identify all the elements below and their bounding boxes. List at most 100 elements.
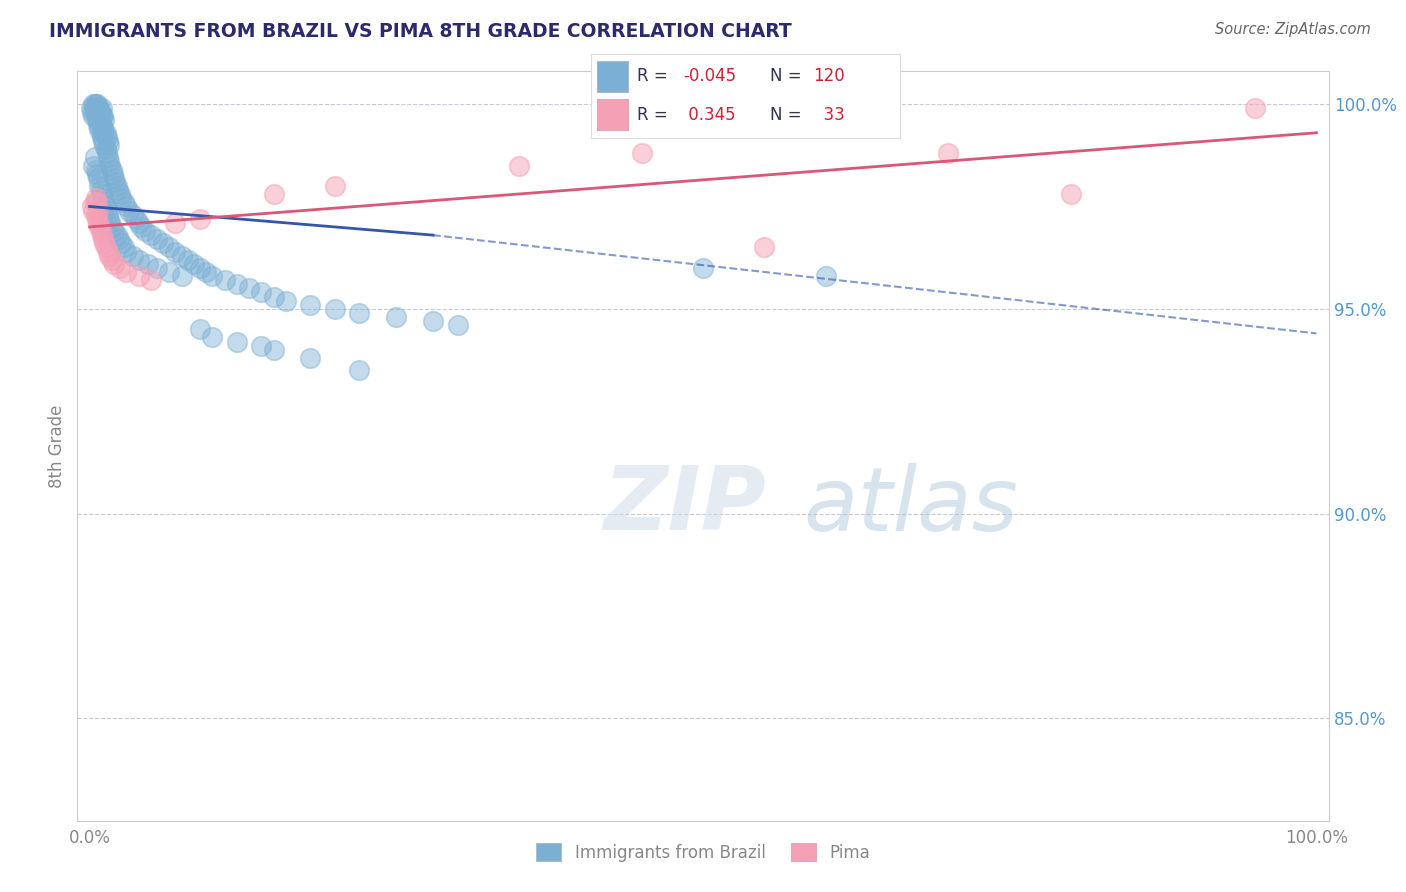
Point <box>754 240 776 254</box>
Point <box>84 162 107 177</box>
Point <box>96 146 118 161</box>
Point <box>89 219 111 234</box>
Point <box>87 203 110 218</box>
Point <box>112 195 135 210</box>
Point <box>129 219 152 234</box>
Point <box>128 252 150 267</box>
Point <box>814 269 837 284</box>
Point <box>274 293 297 308</box>
Point <box>170 249 193 263</box>
Point <box>177 252 200 267</box>
Point <box>299 298 322 312</box>
Point <box>225 334 247 349</box>
Point <box>86 105 108 120</box>
Point <box>214 273 236 287</box>
Point <box>90 101 112 115</box>
Point <box>134 224 156 238</box>
Text: 33: 33 <box>813 105 845 123</box>
Point <box>263 343 285 357</box>
Text: Source: ZipAtlas.com: Source: ZipAtlas.com <box>1215 22 1371 37</box>
Point <box>250 285 273 300</box>
Point <box>170 269 193 284</box>
Point <box>630 146 652 161</box>
Point <box>195 265 218 279</box>
Point <box>83 195 105 210</box>
Point <box>692 260 714 275</box>
Point <box>80 101 103 115</box>
Point <box>94 142 117 156</box>
Point <box>104 175 127 189</box>
Point <box>94 126 117 140</box>
Point <box>83 101 105 115</box>
Text: 0.345: 0.345 <box>683 105 735 123</box>
Point <box>100 162 122 177</box>
Point <box>188 211 211 226</box>
Point <box>84 191 107 205</box>
Point <box>83 150 105 164</box>
Point <box>91 109 114 123</box>
Point <box>188 260 211 275</box>
Point <box>349 363 371 377</box>
Point <box>323 179 346 194</box>
Point <box>139 228 162 243</box>
Bar <box>596 99 627 130</box>
Point <box>93 126 115 140</box>
Point <box>93 113 115 128</box>
Point <box>349 306 371 320</box>
Point <box>110 260 132 275</box>
Point <box>100 219 122 234</box>
Point <box>938 146 960 161</box>
Point <box>323 301 346 316</box>
Point <box>89 121 111 136</box>
Point <box>101 167 124 181</box>
Point <box>107 183 129 197</box>
Point <box>90 118 112 132</box>
Point <box>165 244 187 259</box>
Point <box>80 105 103 120</box>
Point <box>98 154 121 169</box>
Point <box>146 260 169 275</box>
Point <box>128 269 150 284</box>
Point <box>98 138 121 153</box>
Point <box>90 187 112 202</box>
Point <box>87 118 110 132</box>
Point <box>115 265 138 279</box>
Text: R =: R = <box>637 105 673 123</box>
Point <box>93 195 115 210</box>
Point <box>91 121 114 136</box>
Point <box>87 216 110 230</box>
Point <box>103 257 125 271</box>
Point <box>87 109 110 123</box>
Point <box>103 224 125 238</box>
Text: N =: N = <box>770 105 807 123</box>
Point <box>84 97 107 112</box>
Point <box>91 191 114 205</box>
Point <box>93 236 115 251</box>
Point <box>80 199 103 213</box>
Point <box>105 179 128 194</box>
Point <box>83 105 105 120</box>
Point <box>238 281 260 295</box>
Point <box>250 339 273 353</box>
Point <box>110 191 132 205</box>
Point <box>115 244 138 259</box>
Point <box>108 232 131 246</box>
Point <box>299 351 322 365</box>
Point <box>422 314 444 328</box>
Point <box>110 236 132 251</box>
Point <box>91 134 114 148</box>
Point <box>100 159 122 173</box>
Point <box>446 318 468 333</box>
Point <box>157 265 180 279</box>
Point <box>263 289 285 303</box>
Bar <box>596 62 627 92</box>
Text: -0.045: -0.045 <box>683 68 737 86</box>
Point <box>263 187 285 202</box>
Point <box>90 228 112 243</box>
Point <box>201 269 224 284</box>
Point <box>152 236 174 251</box>
Point <box>90 126 112 140</box>
Point <box>93 138 115 153</box>
Point <box>98 211 121 226</box>
Point <box>82 159 104 173</box>
